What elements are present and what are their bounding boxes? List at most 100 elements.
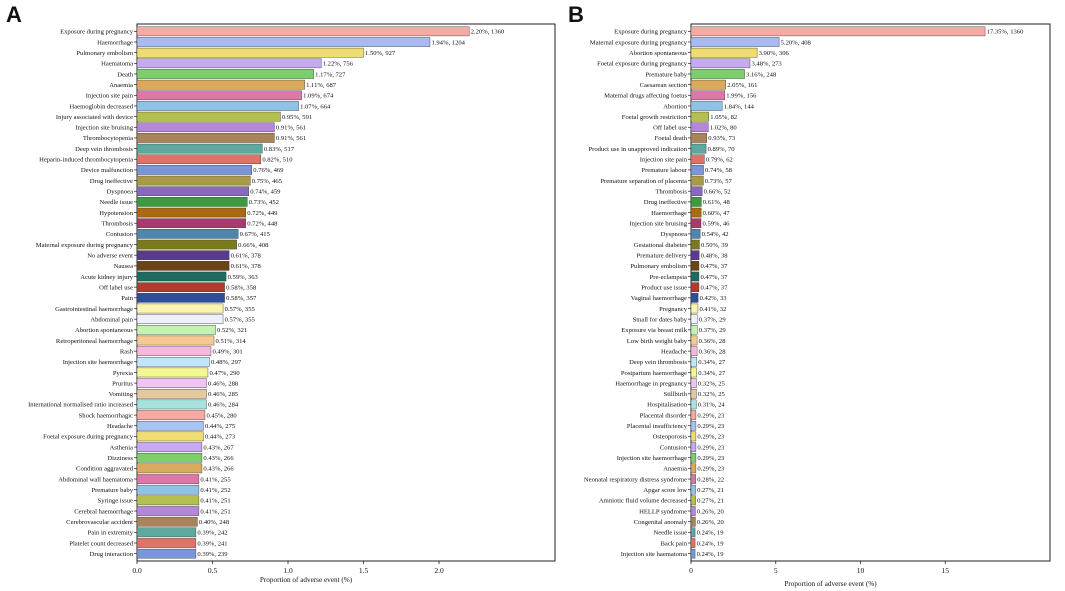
- category-label: Gastrointestinal haemorrhage: [55, 306, 133, 313]
- bar: [690, 218, 702, 228]
- data-label: 0.29%, 23: [697, 444, 725, 451]
- category-label: HELLP syndrome: [639, 508, 687, 515]
- bar: [690, 367, 697, 378]
- data-label: 0.91%, 561: [276, 135, 306, 142]
- data-label: 0.41%, 251: [200, 508, 230, 515]
- category-label: Small for dates baby: [633, 316, 688, 323]
- bar: [136, 484, 200, 495]
- bar: [690, 122, 709, 133]
- data-label: 0.24%, 19: [697, 551, 725, 558]
- data-label: 0.34%, 27: [698, 359, 726, 366]
- bar: [690, 346, 698, 356]
- data-label: 3.16%, 248: [746, 71, 777, 78]
- bar: [690, 58, 751, 69]
- category-label: Haemorrhage in pregnancy: [615, 380, 687, 387]
- bar: [690, 357, 697, 367]
- data-label: 0.27%, 21: [697, 498, 724, 505]
- data-label: 3.90%, 306: [759, 50, 790, 57]
- bar: [136, 388, 207, 399]
- data-label: 2.20%, 1360: [471, 29, 505, 36]
- category-label: Pre-eclampsia: [650, 274, 687, 281]
- data-label: 0.29%, 23: [697, 412, 725, 419]
- category-label: Placental disorder: [640, 412, 688, 419]
- bar: [136, 250, 230, 260]
- data-label: 0.29%, 23: [697, 423, 725, 430]
- data-label: 0.57%, 355: [225, 306, 256, 313]
- category-label: Drug ineffective: [644, 199, 687, 206]
- bar: [136, 186, 249, 197]
- data-label: 0.61%, 48: [703, 199, 731, 206]
- data-label: 1.05%, 82: [710, 114, 737, 121]
- data-label: 0.34%, 27: [698, 370, 726, 377]
- category-label: Pain: [121, 295, 133, 302]
- bar: [136, 452, 203, 463]
- panel-b: B Exposure during pregnancy 17.35%, 1360 Ma…: [568, 2, 1051, 588]
- bar: [136, 271, 227, 282]
- category-label: Low birth weight baby: [627, 338, 688, 345]
- x-tick-label: 0.5: [208, 566, 218, 575]
- bar: [136, 357, 210, 367]
- bar: [136, 197, 248, 207]
- bar: [690, 463, 697, 474]
- data-label: 0.24%, 19: [697, 540, 725, 547]
- x-tick-label: 15: [942, 566, 950, 575]
- data-label: 0.57%, 355: [225, 316, 256, 323]
- bar: [136, 410, 206, 420]
- data-label: 0.48%, 38: [701, 252, 729, 259]
- category-label: Injection site haematoma: [621, 551, 687, 558]
- bar: [136, 431, 204, 442]
- category-label: Injury associated with device: [56, 114, 133, 121]
- panel-letter: A: [6, 2, 22, 27]
- data-label: 0.74%, 58: [705, 167, 733, 174]
- bar: [690, 420, 697, 431]
- bar: [690, 442, 697, 452]
- bar: [690, 506, 696, 516]
- x-tick-label: 10: [857, 566, 865, 575]
- category-label: Deep vein thrombosis: [629, 359, 687, 366]
- bar: [690, 143, 707, 154]
- x-tick-label: 2.0: [434, 566, 444, 575]
- category-label: Thrombosis: [655, 189, 687, 196]
- category-label: Abdominal pain: [90, 316, 133, 323]
- data-label: 0.24%, 19: [697, 530, 725, 537]
- data-label: 2.05%, 161: [727, 82, 757, 89]
- bar: [690, 239, 700, 250]
- category-label: Device malfunction: [81, 167, 134, 174]
- category-label: Anaemia: [109, 82, 133, 89]
- data-label: 0.95%, 591: [282, 114, 312, 121]
- bar: [690, 452, 697, 463]
- bar: [690, 484, 696, 495]
- category-label: Abortion spontaneous: [629, 50, 687, 57]
- bar: [136, 133, 275, 143]
- panel-letter: B: [568, 2, 584, 27]
- bar: [136, 442, 203, 452]
- bar: [136, 207, 246, 218]
- bar: [690, 133, 707, 143]
- bar: [136, 101, 299, 111]
- category-label: Shock haemorrhagic: [79, 412, 133, 419]
- category-label: Foetal growth restriction: [622, 114, 688, 121]
- data-label: 1.11%, 687: [306, 82, 337, 89]
- data-label: 0.60%, 47: [703, 210, 731, 217]
- category-label: Foetal exposure during pregnancy: [43, 434, 134, 441]
- data-label: 1.99%, 156: [726, 93, 757, 100]
- category-label: Premature labour: [641, 167, 687, 174]
- bar: [690, 410, 697, 420]
- category-label: Maternal exposure during pregnancy: [590, 39, 688, 46]
- data-label: 5.20%, 408: [781, 39, 812, 46]
- data-label: 0.58%, 357: [226, 295, 257, 302]
- category-label: Caesarean section: [640, 82, 688, 89]
- data-label: 0.83%, 517: [264, 146, 295, 153]
- x-axis-label: Proportion of adverse event (%): [784, 580, 877, 588]
- data-label: 17.35%, 1360: [987, 29, 1025, 36]
- data-label: 0.36%, 28: [699, 338, 727, 345]
- category-label: Drug ineffective: [90, 178, 133, 185]
- category-label: Maternal drugs affecting foetus: [604, 93, 687, 100]
- category-label: Apgar score low: [643, 487, 687, 494]
- bar: [690, 47, 758, 58]
- data-label: 0.26%, 20: [697, 508, 725, 515]
- category-label: Postpartum haemorrhage: [621, 370, 687, 377]
- category-label: Exposure via breast milk: [621, 327, 687, 334]
- category-label: Dizziness: [107, 455, 133, 462]
- category-label: Pyrexia: [113, 370, 133, 377]
